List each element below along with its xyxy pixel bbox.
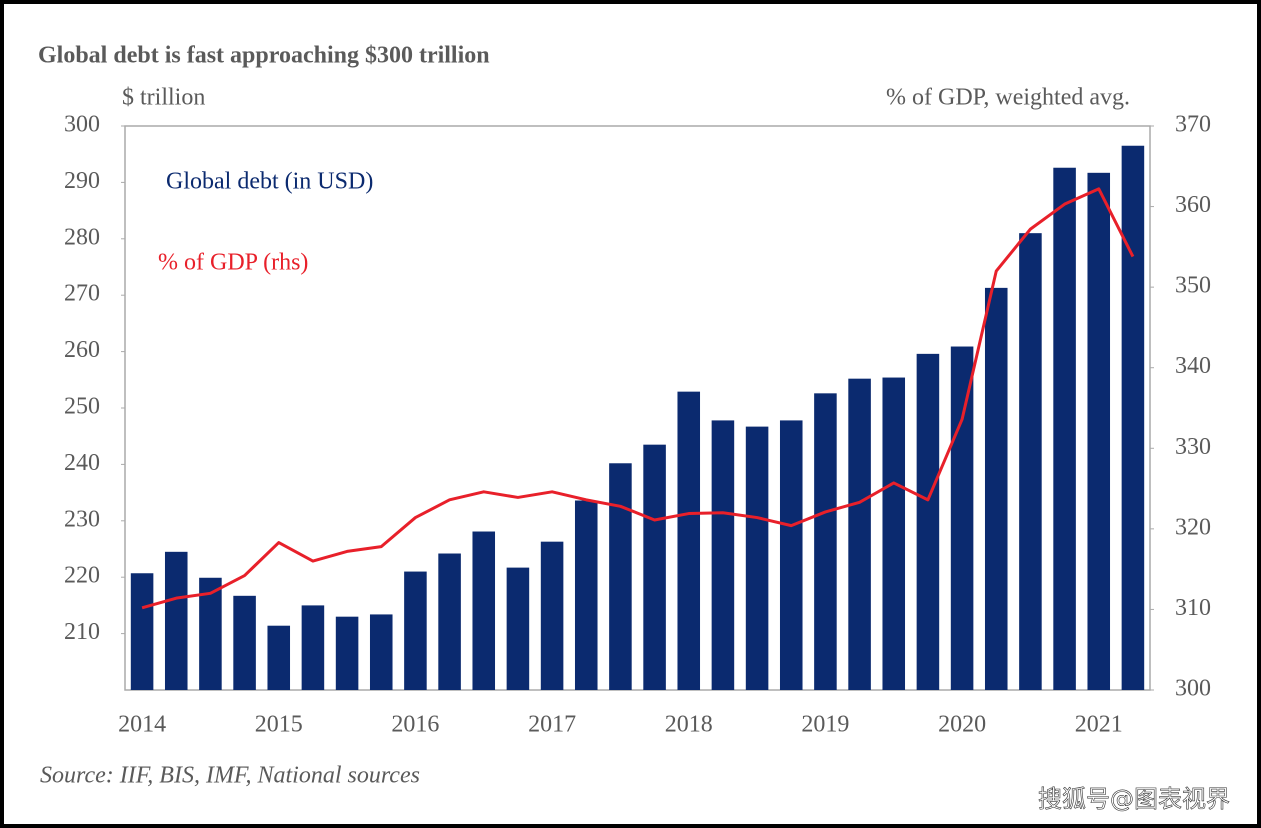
x-tick-label: 2017 — [528, 712, 576, 738]
bar — [745, 426, 769, 690]
y2-axis-label: % of GDP, weighted avg. — [886, 85, 1130, 111]
y-tick-label: 270 — [64, 281, 100, 307]
bar — [472, 531, 496, 690]
y-tick-label: 300 — [64, 112, 100, 138]
bar — [335, 616, 359, 690]
bar — [882, 377, 906, 690]
legend-label: Global debt (in USD) — [166, 169, 373, 195]
bar — [1019, 233, 1042, 690]
y2-tick-label: 330 — [1175, 434, 1211, 460]
legend-label: % of GDP (rhs) — [158, 250, 308, 276]
bar — [1087, 172, 1111, 690]
y-tick-label: 250 — [64, 394, 100, 420]
y2-tick-label: 340 — [1175, 353, 1211, 379]
bar — [540, 541, 564, 690]
line — [141, 187, 1135, 610]
x-tick-label: 2014 — [118, 712, 166, 738]
bar — [711, 420, 735, 690]
y2-tick-label: 310 — [1175, 595, 1211, 621]
y2-tick-label: 360 — [1175, 192, 1211, 218]
bar — [916, 353, 940, 690]
bar — [848, 378, 871, 690]
bar — [814, 393, 837, 690]
y2-tick-label: 300 — [1175, 676, 1211, 702]
bar — [779, 420, 803, 690]
chart-title: Global debt is fast approaching $300 tri… — [38, 43, 490, 69]
x-tick-label: 2021 — [1075, 712, 1123, 738]
bar — [301, 605, 325, 690]
y2-tick-label: 370 — [1175, 112, 1211, 138]
bar — [1121, 145, 1145, 691]
y-tick-label: 280 — [64, 224, 100, 250]
bar — [233, 595, 256, 690]
bar — [984, 287, 1008, 690]
bar — [950, 346, 974, 690]
bar — [267, 625, 291, 690]
bar — [609, 463, 632, 690]
y-tick-label: 260 — [64, 337, 100, 363]
source: Source: IIF, BIS, IMF, National sources — [40, 763, 420, 789]
y-tick-label: 220 — [64, 563, 100, 589]
y2-tick-label: 320 — [1175, 514, 1211, 540]
y-tick-label: 290 — [64, 168, 100, 194]
y-axis-label: $ trillion — [122, 85, 205, 111]
bar — [574, 500, 598, 690]
bar — [677, 391, 701, 690]
bar — [404, 571, 427, 690]
bar — [643, 444, 666, 690]
bar — [164, 551, 188, 690]
bar — [506, 567, 530, 690]
bar — [1053, 167, 1076, 691]
y-tick-label: 240 — [64, 450, 100, 476]
y-tick-label: 230 — [64, 506, 100, 532]
watermark: 搜狐号@图表视界 — [1038, 785, 1230, 813]
bar — [438, 553, 461, 690]
y-tick-label: 210 — [64, 619, 100, 645]
x-tick-label: 2020 — [938, 712, 986, 738]
y2-tick-label: 350 — [1175, 273, 1211, 299]
bar — [369, 614, 393, 690]
x-tick-label: 2015 — [255, 712, 303, 738]
x-tick-label: 2019 — [801, 712, 849, 738]
bar — [130, 573, 154, 690]
x-tick-label: 2016 — [391, 712, 439, 738]
bar — [199, 577, 222, 690]
x-tick-label: 2018 — [665, 712, 713, 738]
